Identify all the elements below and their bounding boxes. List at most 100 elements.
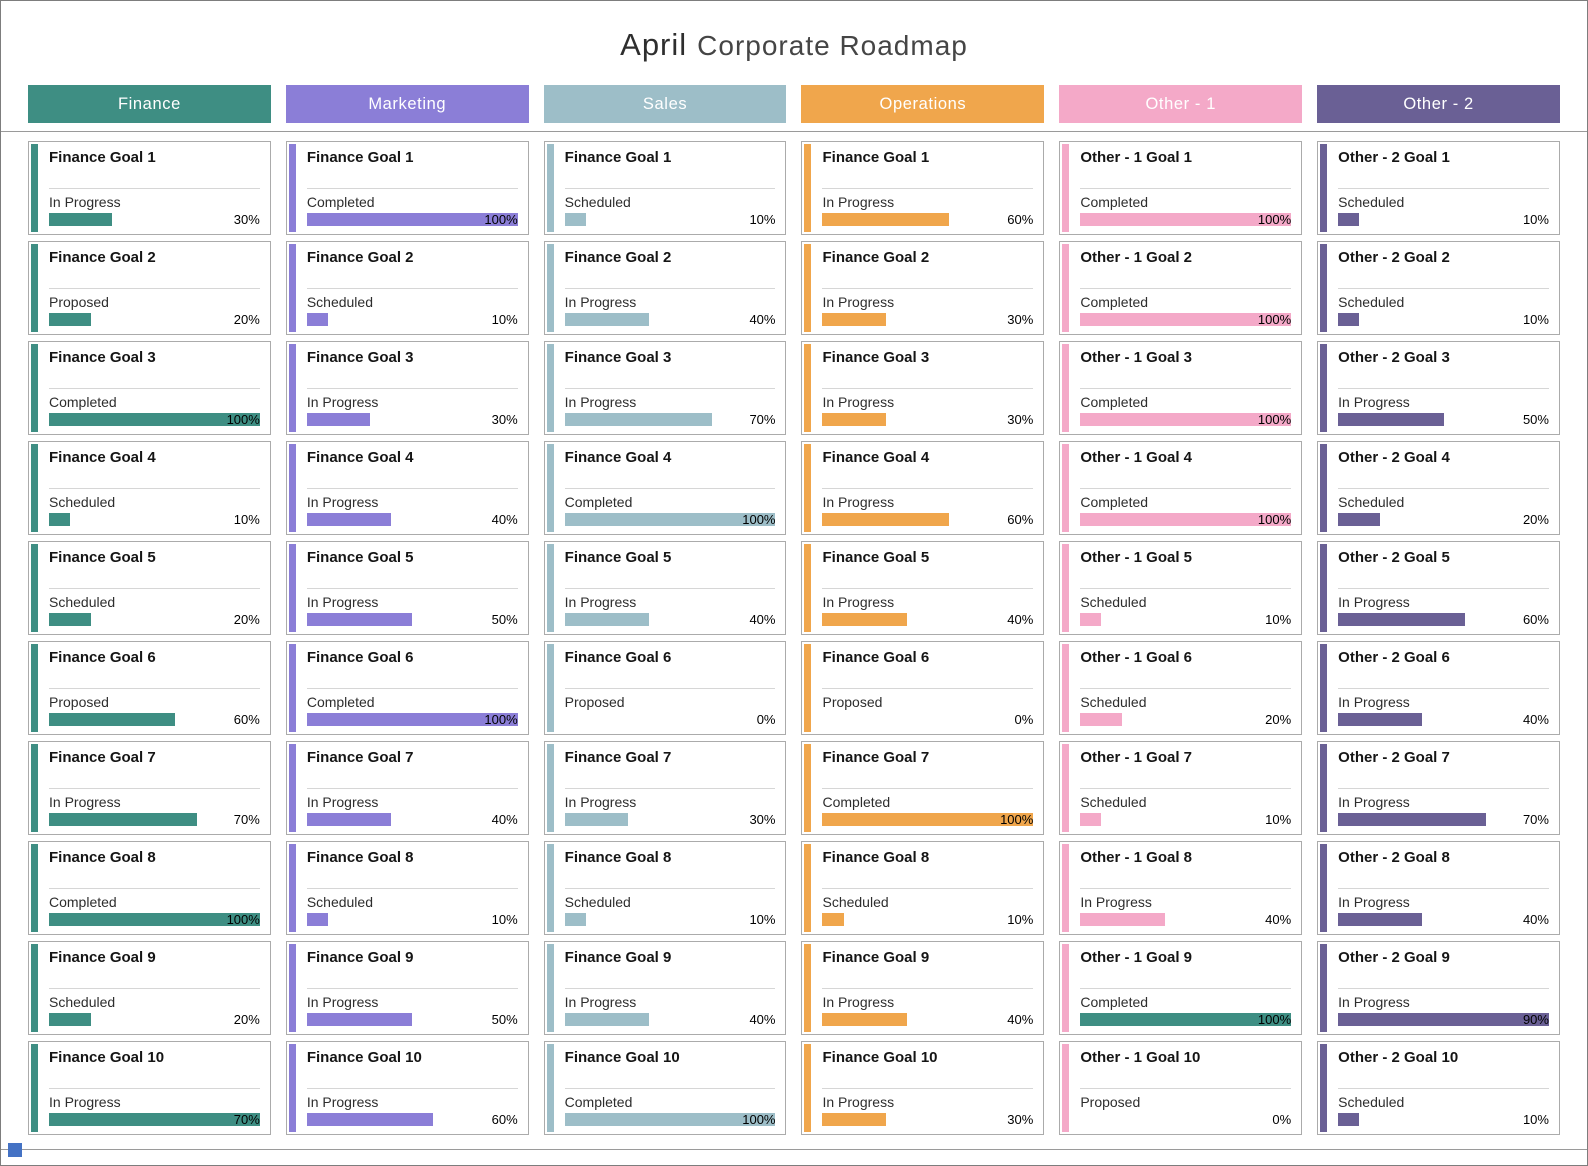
goal-card[interactable]: Finance Goal 7 In Progress 30% <box>543 741 787 835</box>
goal-card[interactable]: Other - 1 Goal 1 Completed 100% <box>1059 141 1303 235</box>
card-body: Other - 2 Goal 2 Scheduled 10% <box>1327 242 1559 334</box>
progress-bar: 100% <box>1080 213 1292 227</box>
goal-card[interactable]: Other - 1 Goal 2 Completed 100% <box>1059 241 1303 335</box>
progress-percent: 30% <box>491 412 518 427</box>
goal-card[interactable]: Finance Goal 9 In Progress 40% <box>801 941 1045 1035</box>
goal-card[interactable]: Finance Goal 5 In Progress 40% <box>543 541 787 635</box>
goal-card[interactable]: Finance Goal 2 In Progress 40% <box>543 241 787 335</box>
goal-card[interactable]: Other - 1 Goal 7 Scheduled 10% <box>1059 741 1303 835</box>
goal-card[interactable]: Finance Goal 6 Completed 100% <box>285 641 529 735</box>
goal-card[interactable]: Finance Goal 9 Scheduled 20% <box>28 941 271 1035</box>
card-accent-stripe <box>804 944 812 1032</box>
progress-percent: 40% <box>749 612 776 627</box>
goal-card[interactable]: Finance Goal 10 In Progress 30% <box>801 1041 1045 1135</box>
goal-title: Finance Goal 8 <box>822 849 930 866</box>
progress-percent: 100% <box>484 212 518 227</box>
goal-card[interactable]: Finance Goal 2 In Progress 30% <box>801 241 1045 335</box>
goal-card[interactable]: Other - 1 Goal 5 Scheduled 10% <box>1059 541 1303 635</box>
goal-card[interactable]: Other - 2 Goal 4 Scheduled 20% <box>1317 441 1560 535</box>
goal-card[interactable]: Other - 1 Goal 3 Completed 100% <box>1059 341 1303 435</box>
progress-bar-fill <box>306 813 392 826</box>
card-body: Other - 2 Goal 4 Scheduled 20% <box>1327 442 1559 534</box>
goal-card[interactable]: Finance Goal 3 In Progress 30% <box>285 341 529 435</box>
goal-card[interactable]: Other - 2 Goal 9 In Progress 90% <box>1317 941 1560 1035</box>
column-header-label: Operations <box>879 94 967 113</box>
goal-card[interactable]: Other - 1 Goal 10 Proposed 0% <box>1059 1041 1303 1135</box>
card-body: Finance Goal 3 Completed 100% <box>38 342 270 434</box>
card-body: Other - 2 Goal 3 In Progress 50% <box>1327 342 1559 434</box>
card-accent-stripe <box>1062 644 1070 732</box>
goal-card[interactable]: Finance Goal 6 Proposed 0% <box>801 641 1045 735</box>
goal-card[interactable]: Finance Goal 9 In Progress 50% <box>285 941 529 1035</box>
progress-percent: 20% <box>233 612 260 627</box>
goal-card[interactable]: Finance Goal 7 In Progress 70% <box>28 741 271 835</box>
goal-status: In Progress <box>306 1094 379 1110</box>
card-body: Other - 1 Goal 3 Completed 100% <box>1069 342 1301 434</box>
goal-card[interactable]: Other - 2 Goal 1 Scheduled 10% <box>1317 141 1560 235</box>
goal-card[interactable]: Finance Goal 5 In Progress 40% <box>801 541 1045 635</box>
card-separator <box>49 788 260 789</box>
progress-percent: 70% <box>749 412 776 427</box>
goal-status: In Progress <box>822 494 895 510</box>
goal-card[interactable]: Other - 1 Goal 8 In Progress 40% <box>1059 841 1303 935</box>
goal-card[interactable]: Other - 2 Goal 8 In Progress 40% <box>1317 841 1560 935</box>
goal-title: Finance Goal 10 <box>49 1049 165 1066</box>
goal-card[interactable]: Finance Goal 1 Completed 100% <box>285 141 529 235</box>
progress-bar: 60% <box>306 1113 518 1127</box>
goal-card[interactable]: Finance Goal 3 Completed 100% <box>28 341 271 435</box>
goal-card[interactable]: Other - 1 Goal 6 Scheduled 20% <box>1059 641 1303 735</box>
goal-card[interactable]: Finance Goal 4 Completed 100% <box>543 441 787 535</box>
card-accent-stripe <box>1320 344 1328 432</box>
progress-bar: 70% <box>564 412 776 427</box>
progress-bar-fill <box>49 913 260 926</box>
goal-card[interactable]: Finance Goal 9 In Progress 40% <box>543 941 787 1035</box>
goal-card[interactable]: Other - 1 Goal 4 Completed 100% <box>1059 441 1303 535</box>
goal-card[interactable]: Finance Goal 7 Completed 100% <box>801 741 1045 835</box>
card-accent-stripe <box>1062 544 1070 632</box>
card-separator <box>564 588 776 589</box>
goal-card[interactable]: Finance Goal 1 In Progress 60% <box>801 141 1045 235</box>
progress-percent: 40% <box>491 512 518 527</box>
goal-card[interactable]: Finance Goal 6 Proposed 0% <box>543 641 787 735</box>
progress-bar: 100% <box>1080 313 1292 327</box>
goal-card[interactable]: Other - 2 Goal 10 Scheduled 10% <box>1317 1041 1560 1135</box>
goal-card[interactable]: Finance Goal 10 In Progress 70% <box>28 1041 271 1135</box>
goal-card[interactable]: Finance Goal 8 Completed 100% <box>28 841 271 935</box>
goal-card[interactable]: Finance Goal 6 Proposed 60% <box>28 641 271 735</box>
card-separator <box>564 188 776 189</box>
goal-card[interactable]: Finance Goal 1 Scheduled 10% <box>543 141 787 235</box>
goal-card[interactable]: Finance Goal 2 Scheduled 10% <box>285 241 529 335</box>
page-title: April Corporate Roadmap <box>1 1 1587 63</box>
goal-card[interactable]: Finance Goal 4 Scheduled 10% <box>28 441 271 535</box>
goal-card[interactable]: Finance Goal 5 Scheduled 20% <box>28 541 271 635</box>
card-body: Finance Goal 7 In Progress 40% <box>296 742 528 834</box>
card-separator <box>306 288 518 289</box>
goal-card[interactable]: Finance Goal 8 Scheduled 10% <box>801 841 1045 935</box>
progress-percent: 10% <box>1522 1112 1549 1127</box>
goal-card[interactable]: Other - 2 Goal 7 In Progress 70% <box>1317 741 1560 835</box>
goal-status: Scheduled <box>49 494 116 510</box>
goal-card[interactable]: Finance Goal 5 In Progress 50% <box>285 541 529 635</box>
goal-card[interactable]: Finance Goal 4 In Progress 60% <box>801 441 1045 535</box>
goal-title: Finance Goal 3 <box>49 349 156 366</box>
goal-card[interactable]: Other - 2 Goal 2 Scheduled 10% <box>1317 241 1560 335</box>
goal-card[interactable]: Finance Goal 8 Scheduled 10% <box>543 841 787 935</box>
goal-card[interactable]: Other - 2 Goal 5 In Progress 60% <box>1317 541 1560 635</box>
column-other-1: Other - 1 Goal 1 Completed 100% Other - … <box>1059 141 1303 1135</box>
goal-card[interactable]: Finance Goal 10 In Progress 60% <box>285 1041 529 1135</box>
goal-card[interactable]: Finance Goal 8 Scheduled 10% <box>285 841 529 935</box>
goal-card[interactable]: Finance Goal 2 Proposed 20% <box>28 241 271 335</box>
goal-card[interactable]: Finance Goal 3 In Progress 70% <box>543 341 787 435</box>
goal-card[interactable]: Finance Goal 3 In Progress 30% <box>801 341 1045 435</box>
goal-title: Other - 2 Goal 1 <box>1338 149 1450 166</box>
goal-card[interactable]: Other - 2 Goal 6 In Progress 40% <box>1317 641 1560 735</box>
goal-card[interactable]: Finance Goal 1 In Progress 30% <box>28 141 271 235</box>
goal-card[interactable]: Finance Goal 10 Completed 100% <box>543 1041 787 1135</box>
goal-card[interactable]: Finance Goal 7 In Progress 40% <box>285 741 529 835</box>
progress-bar-fill <box>1338 513 1381 526</box>
goal-card[interactable]: Other - 1 Goal 9 Completed 100% <box>1059 941 1303 1035</box>
goal-card[interactable]: Other - 2 Goal 3 In Progress 50% <box>1317 341 1560 435</box>
card-body: Finance Goal 6 Completed 100% <box>296 642 528 734</box>
card-accent-stripe <box>804 344 812 432</box>
goal-card[interactable]: Finance Goal 4 In Progress 40% <box>285 441 529 535</box>
